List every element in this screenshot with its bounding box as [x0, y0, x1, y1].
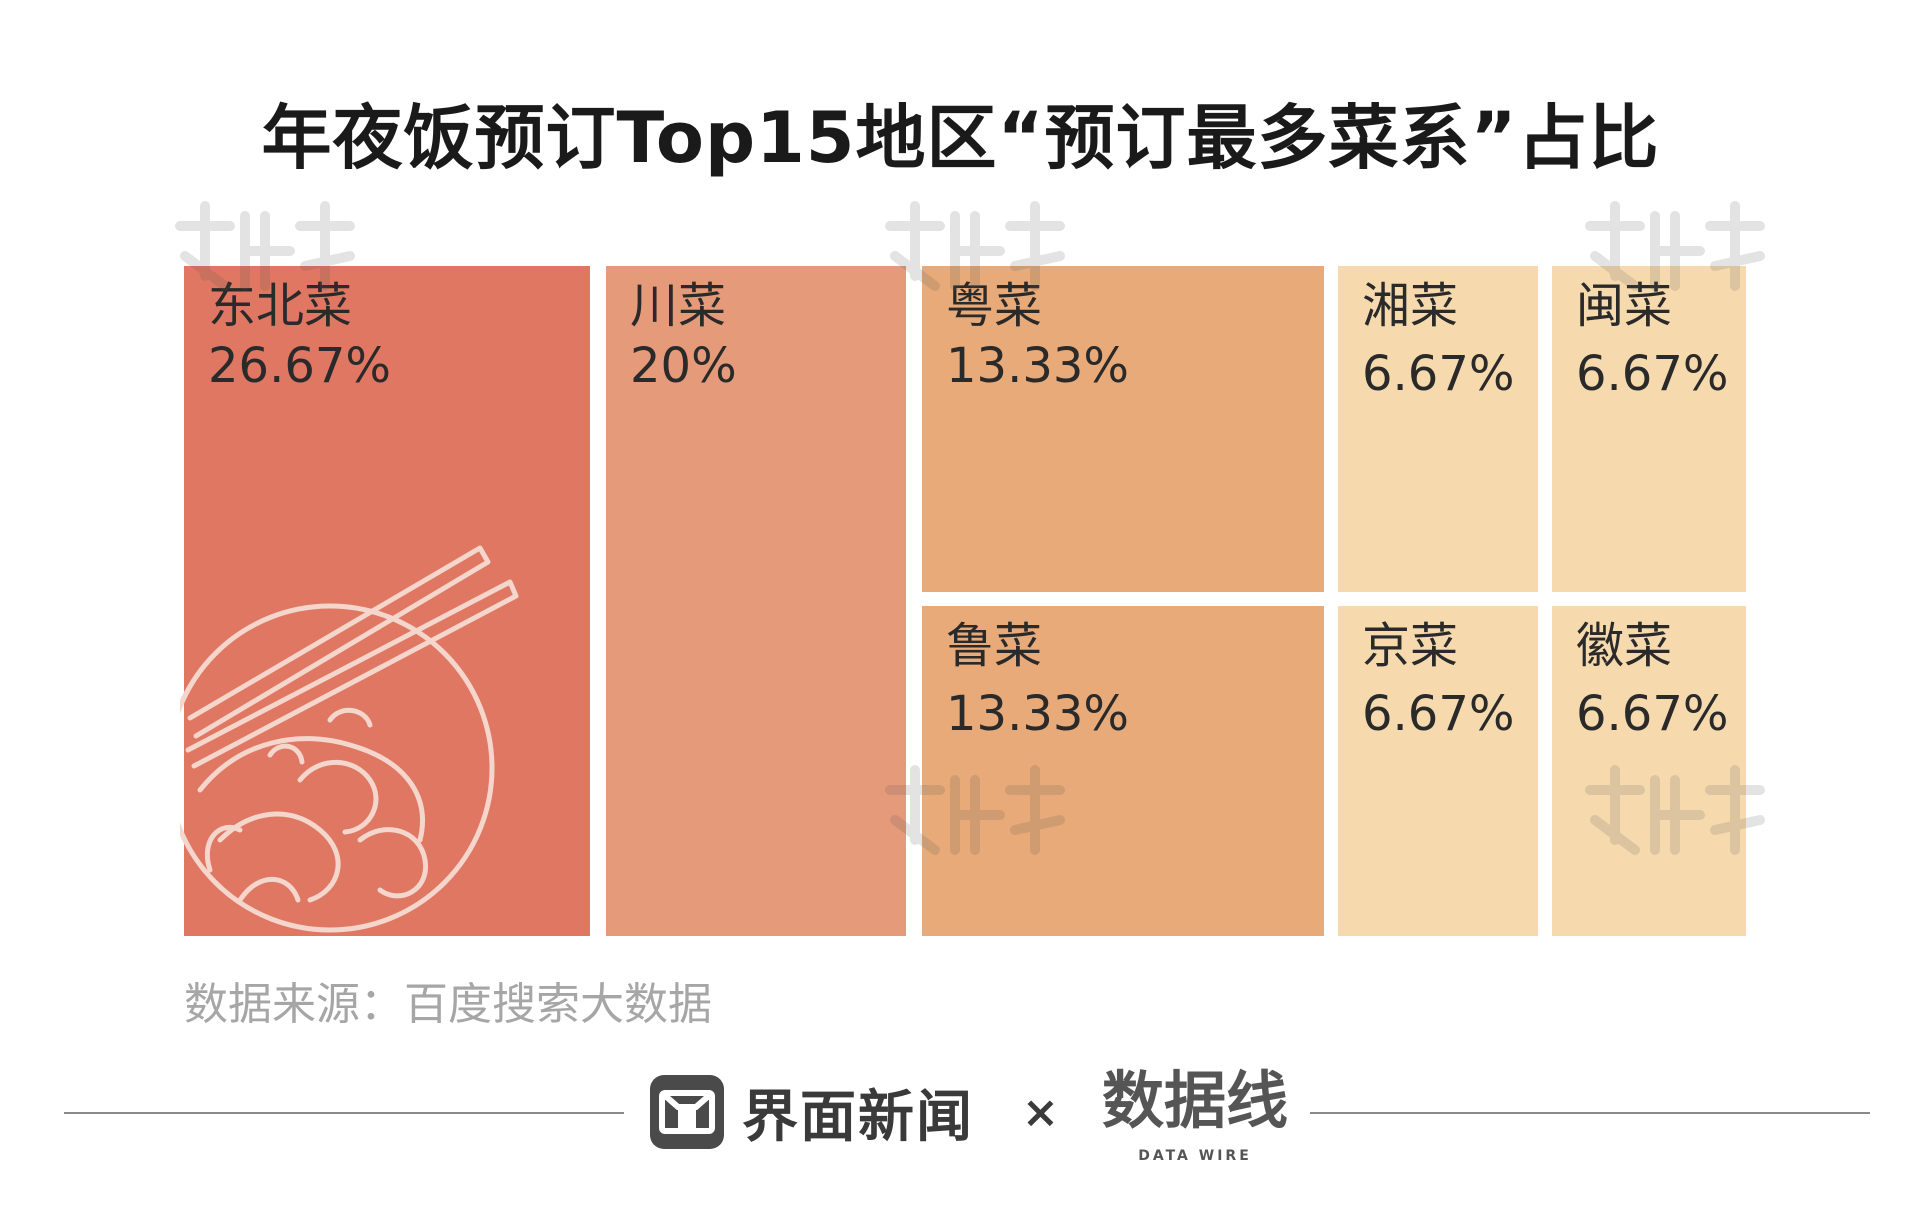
tile-label: 粤菜 [946, 278, 1043, 334]
tile-value: 13.33% [946, 338, 1130, 394]
jiemian-logo-icon [650, 1075, 724, 1149]
tile-label: 东北菜 [208, 278, 353, 334]
treemap-tile: 湘菜 6.67% [1338, 266, 1538, 592]
treemap-tile: 粤菜 13.33% [922, 266, 1324, 592]
footer-divider-left [64, 1112, 624, 1114]
treemap-tile: 东北菜 26.67% [184, 266, 590, 936]
tile-value: 6.67% [1362, 346, 1515, 402]
tile-value: 6.67% [1362, 686, 1515, 742]
tile-value: 13.33% [946, 686, 1130, 742]
treemap-tile: 川菜 20% [606, 266, 906, 936]
tile-value: 6.67% [1576, 686, 1729, 742]
treemap-tile: 徽菜 6.67% [1552, 606, 1746, 936]
treemap-tile: 京菜 6.67% [1338, 606, 1538, 936]
tile-label: 京菜 [1362, 618, 1459, 674]
tile-label: 湘菜 [1362, 278, 1459, 334]
treemap-tile: 闽菜 6.67% [1552, 266, 1746, 592]
partner-logo-text: 数据线 [1102, 1064, 1288, 1137]
footer-divider-right [1310, 1112, 1870, 1114]
treemap-tile: 鲁菜 13.33% [922, 606, 1324, 936]
data-source: 数据来源：百度搜索大数据 [184, 979, 712, 1030]
chart-title: 年夜饭预订Top15地区“预订最多菜系”占比 [261, 97, 1660, 179]
tile-label: 川菜 [630, 278, 727, 334]
tile-label: 徽菜 [1576, 618, 1673, 674]
tile-value: 26.67% [208, 338, 392, 394]
data-wire-logo-icon: 数据线 DATA WIRE [1102, 1064, 1288, 1164]
partner-logo-sub: DATA WIRE [1138, 1148, 1252, 1164]
tile-value: 20% [630, 338, 737, 394]
tile-label: 闽菜 [1576, 278, 1673, 334]
tile-label: 鲁菜 [946, 618, 1043, 674]
brand-block: 界面新闻 × [648, 1072, 1059, 1152]
times-sign: × [1022, 1086, 1059, 1138]
brand-name: 界面新闻 [742, 1084, 974, 1150]
tile-value: 6.67% [1576, 346, 1729, 402]
